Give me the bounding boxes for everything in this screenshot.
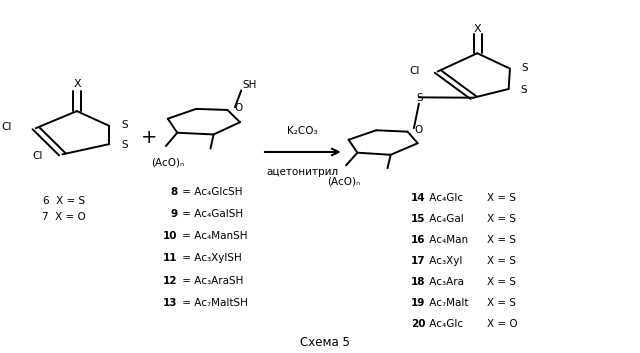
Text: S: S — [521, 62, 528, 73]
Text: S: S — [122, 140, 129, 150]
Text: = Ac₄GalSH: = Ac₄GalSH — [179, 209, 243, 219]
Text: K₂CO₃: K₂CO₃ — [287, 126, 318, 136]
Text: +: + — [141, 128, 157, 148]
Text: Ac₄Glc: Ac₄Glc — [426, 192, 463, 203]
Text: Ac₄Man: Ac₄Man — [426, 234, 468, 245]
Text: 12: 12 — [163, 275, 177, 286]
Text: 9: 9 — [170, 209, 177, 219]
Text: 6  X = S: 6 X = S — [43, 196, 85, 206]
Text: = Ac₃AraSH: = Ac₃AraSH — [179, 275, 243, 286]
Text: 8: 8 — [170, 187, 177, 197]
Text: 19: 19 — [411, 298, 425, 307]
Text: X = S: X = S — [486, 256, 516, 265]
Text: 17: 17 — [411, 256, 425, 265]
Text: X: X — [74, 79, 81, 89]
Text: 13: 13 — [163, 298, 177, 307]
Text: = Ac₃XylSH: = Ac₃XylSH — [179, 253, 242, 263]
Text: S: S — [520, 85, 527, 95]
Text: S: S — [122, 120, 129, 130]
Text: = Ac₄GlcSH: = Ac₄GlcSH — [179, 187, 243, 197]
Text: Ac₄Glc: Ac₄Glc — [426, 319, 463, 329]
Text: 14: 14 — [411, 192, 425, 203]
Text: X = S: X = S — [486, 276, 516, 287]
Text: X = O: X = O — [486, 319, 517, 329]
Text: Ac₄Gal: Ac₄Gal — [426, 214, 464, 223]
Text: = Ac₇MaltSH: = Ac₇MaltSH — [179, 298, 248, 307]
Text: 20: 20 — [411, 319, 425, 329]
Text: (AcO)ₙ: (AcO)ₙ — [151, 157, 184, 167]
Text: X: X — [474, 24, 482, 34]
Text: SH: SH — [243, 80, 257, 90]
Text: S: S — [417, 94, 424, 103]
Text: X = S: X = S — [486, 234, 516, 245]
Text: Ac₃Ara: Ac₃Ara — [426, 276, 465, 287]
Text: Схема 5: Схема 5 — [300, 336, 349, 349]
Text: X = S: X = S — [486, 298, 516, 307]
Text: 18: 18 — [411, 276, 425, 287]
Text: 10: 10 — [163, 231, 177, 241]
Text: X = S: X = S — [486, 214, 516, 223]
Text: O: O — [235, 103, 243, 113]
Text: (AcO)ₙ: (AcO)ₙ — [327, 177, 360, 187]
Text: = Ac₄ManSH: = Ac₄ManSH — [179, 231, 248, 241]
Text: 16: 16 — [411, 234, 425, 245]
Text: O: O — [415, 125, 423, 135]
Text: Cl: Cl — [410, 66, 420, 76]
Text: Ac₃Xyl: Ac₃Xyl — [426, 256, 463, 265]
Text: 7  X = O: 7 X = O — [42, 212, 86, 222]
Text: 11: 11 — [163, 253, 177, 263]
Text: Cl: Cl — [2, 122, 12, 132]
Text: Cl: Cl — [32, 151, 42, 161]
Text: X = S: X = S — [486, 192, 516, 203]
Text: Ac₇Malt: Ac₇Malt — [426, 298, 469, 307]
Text: ацетонитрил: ацетонитрил — [267, 167, 339, 177]
Text: 15: 15 — [411, 214, 425, 223]
